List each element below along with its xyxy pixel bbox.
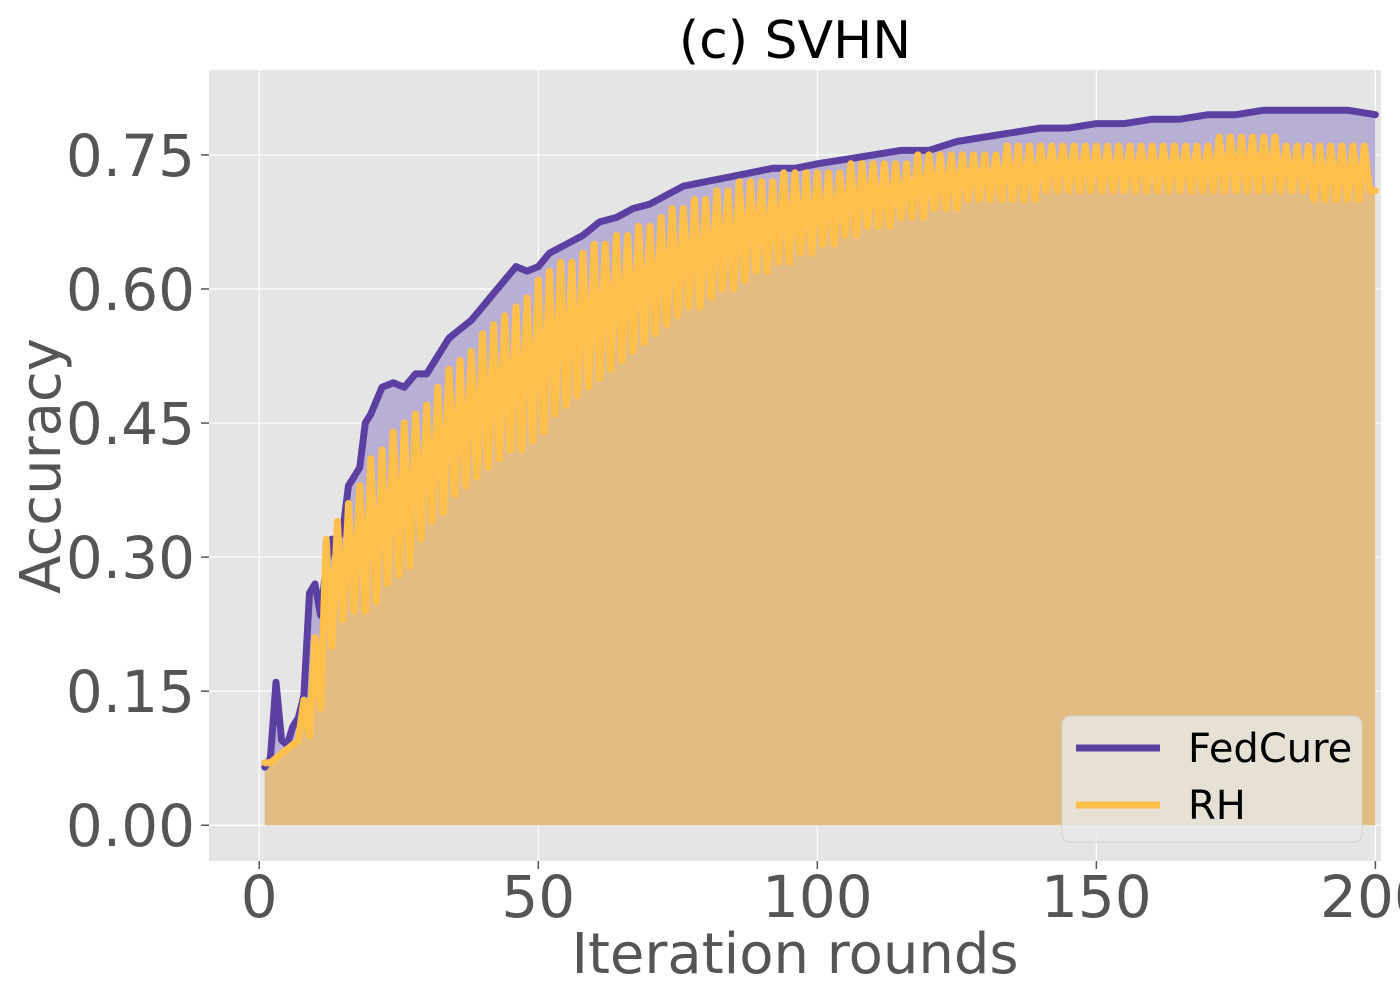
legend-label-fedcure: FedCure <box>1188 726 1352 772</box>
legend-label-rh: RH <box>1188 783 1246 829</box>
y-ticks: 0.00 0.15 0.30 0.45 0.60 0.75 <box>66 122 209 860</box>
legend: FedCure RH <box>1061 715 1363 843</box>
area-rh <box>264 137 1376 826</box>
x-tick-label: 100 <box>762 863 873 931</box>
y-axis-label: Accuracy <box>9 338 74 594</box>
area-fills <box>264 110 1376 826</box>
chart-title: (c) SVHN <box>679 11 911 71</box>
x-tick-label: 200 <box>1320 863 1400 931</box>
y-tick-label: 0.45 <box>66 390 195 458</box>
y-tick-label: 0.75 <box>66 122 195 190</box>
series-line-rh <box>261 133 1379 767</box>
y-tick-label: 0.60 <box>66 256 195 324</box>
x-tick-label: 0 <box>241 863 278 931</box>
x-tick-label: 150 <box>1041 863 1152 931</box>
series-lines <box>261 106 1379 771</box>
x-tick-label: 50 <box>501 863 575 931</box>
y-tick-label: 0.00 <box>66 792 195 860</box>
y-tick-label: 0.30 <box>66 524 195 592</box>
x-axis-label: Iteration rounds <box>571 922 1018 987</box>
y-tick-label: 0.15 <box>66 658 195 726</box>
x-ticks: 0 50 100 150 200 <box>241 861 1400 931</box>
